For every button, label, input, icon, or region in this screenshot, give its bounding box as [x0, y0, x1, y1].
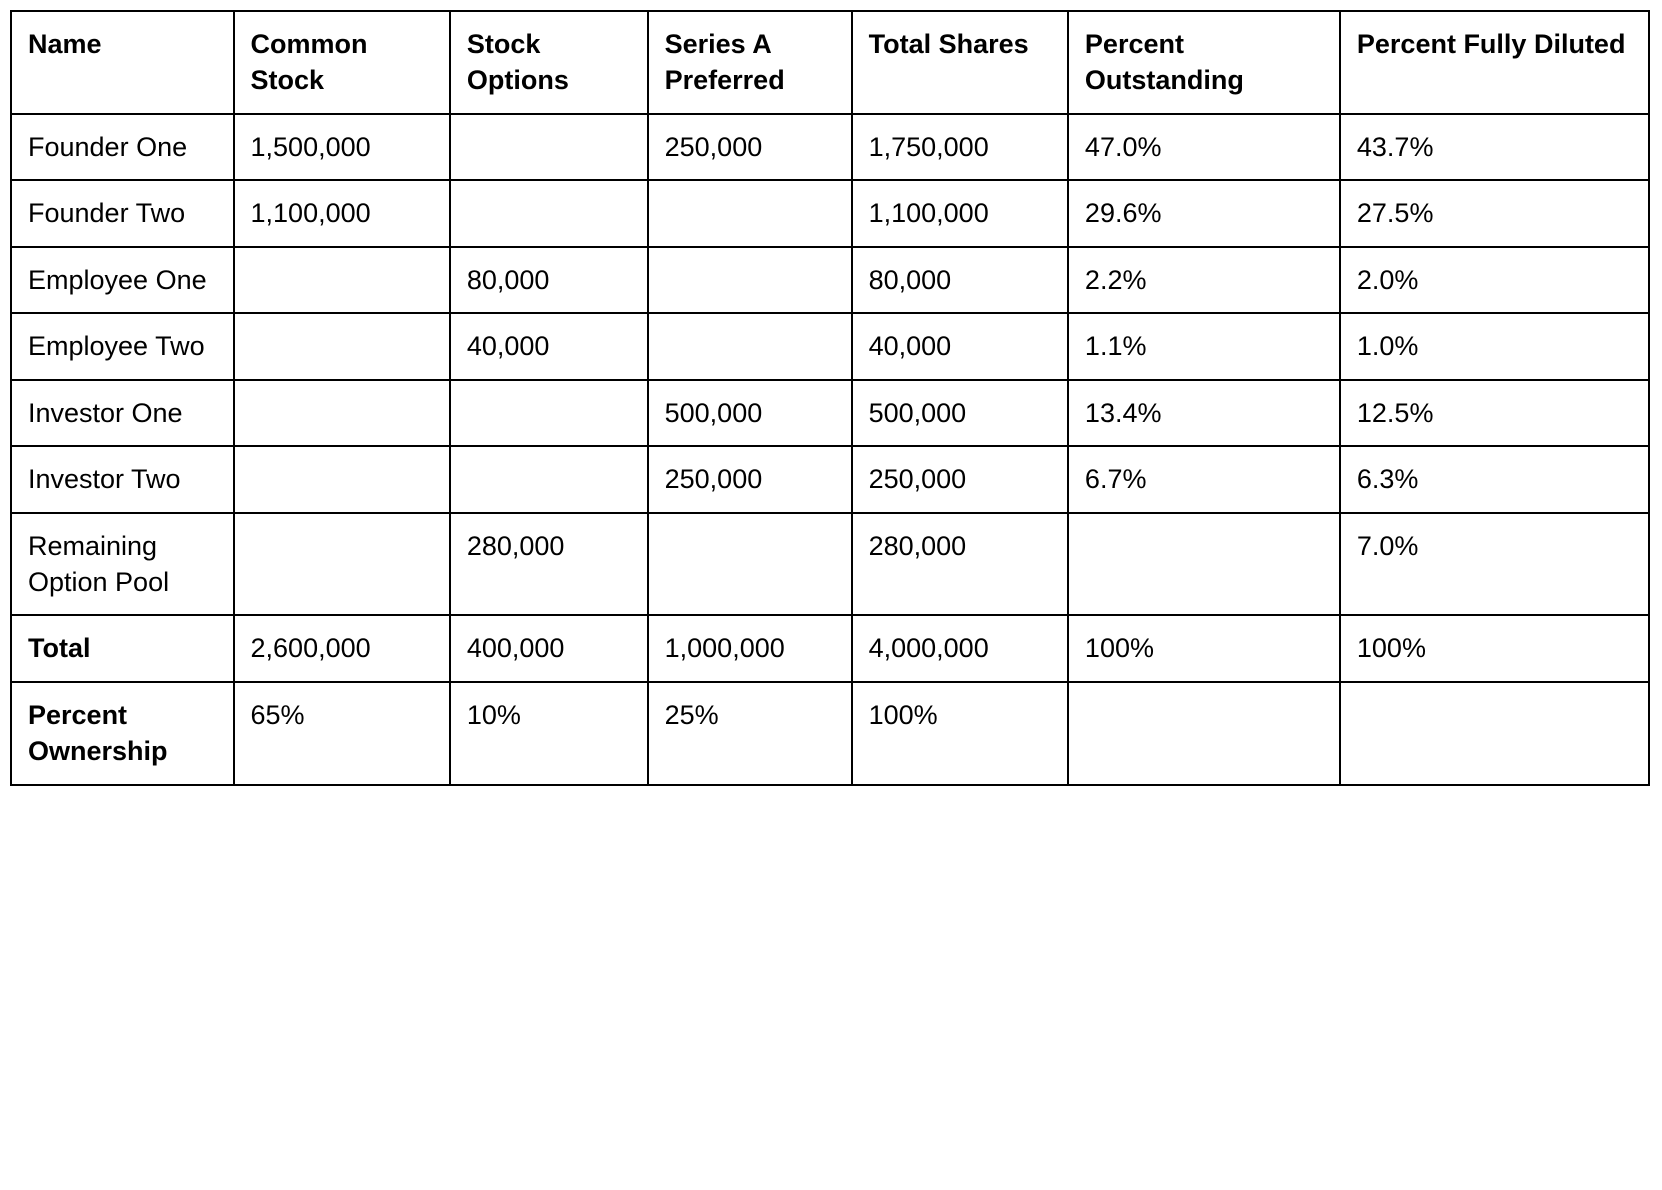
cell-options: 10% — [450, 682, 648, 785]
cell-pct-diluted: 2.0% — [1340, 247, 1649, 313]
cell-pct-diluted: 43.7% — [1340, 114, 1649, 180]
cell-name: Founder Two — [11, 180, 234, 246]
cell-seriesa: 250,000 — [648, 446, 852, 512]
table-row: Employee One80,00080,0002.2%2.0% — [11, 247, 1649, 313]
cell-common — [234, 380, 450, 446]
table-row: Total2,600,000400,0001,000,0004,000,0001… — [11, 615, 1649, 681]
cell-pct-diluted: 6.3% — [1340, 446, 1649, 512]
header-row: Name Common Stock Stock Options Series A… — [11, 11, 1649, 114]
cell-total: 100% — [852, 682, 1068, 785]
cell-total: 500,000 — [852, 380, 1068, 446]
table-row: Investor One500,000500,00013.4%12.5% — [11, 380, 1649, 446]
col-header-common: Common Stock — [234, 11, 450, 114]
table-body: Founder One1,500,000250,0001,750,00047.0… — [11, 114, 1649, 785]
col-header-name: Name — [11, 11, 234, 114]
cell-name: Founder One — [11, 114, 234, 180]
cell-seriesa — [648, 313, 852, 379]
cell-common — [234, 446, 450, 512]
cell-options — [450, 380, 648, 446]
table-row: Percent Ownership65%10%25%100% — [11, 682, 1649, 785]
col-header-total: Total Shares — [852, 11, 1068, 114]
table-row: Remaining Option Pool 280,000 280,000 7.0% — [11, 513, 1649, 616]
cell-pct-out — [1068, 513, 1340, 616]
cell-name: Investor Two — [11, 446, 234, 512]
table-row: Founder Two1,100,0001,100,00029.6%27.5% — [11, 180, 1649, 246]
cell-pct-out — [1068, 682, 1340, 785]
cell-name: Investor One — [11, 380, 234, 446]
cell-seriesa — [648, 513, 852, 616]
cell-pct-out: 13.4% — [1068, 380, 1340, 446]
cell-common — [234, 247, 450, 313]
cell-total: 40,000 — [852, 313, 1068, 379]
cell-common: 1,100,000 — [234, 180, 450, 246]
cell-pct-diluted: 1.0% — [1340, 313, 1649, 379]
cell-total: 1,750,000 — [852, 114, 1068, 180]
cap-table: Name Common Stock Stock Options Series A… — [10, 10, 1650, 786]
cell-seriesa: 250,000 — [648, 114, 852, 180]
cell-pct-diluted: 7.0% — [1340, 513, 1649, 616]
cell-seriesa — [648, 180, 852, 246]
cell-seriesa: 25% — [648, 682, 852, 785]
cell-options: 40,000 — [450, 313, 648, 379]
cell-options — [450, 114, 648, 180]
cell-pct-out: 2.2% — [1068, 247, 1340, 313]
table-row: Founder One1,500,000 250,0001,750,00047.0… — [11, 114, 1649, 180]
cell-pct-diluted: 100% — [1340, 615, 1649, 681]
col-header-options: Stock Options — [450, 11, 648, 114]
table-row: Employee Two40,00040,0001.1%1.0% — [11, 313, 1649, 379]
cell-common — [234, 513, 450, 616]
cell-name: Total — [11, 615, 234, 681]
col-header-pct-out: Percent Outstanding — [1068, 11, 1340, 114]
cell-pct-out: 1.1% — [1068, 313, 1340, 379]
cell-seriesa: 500,000 — [648, 380, 852, 446]
cell-options: 80,000 — [450, 247, 648, 313]
cell-pct-diluted: 27.5% — [1340, 180, 1649, 246]
cell-pct-out: 6.7% — [1068, 446, 1340, 512]
cell-pct-diluted: 12.5% — [1340, 380, 1649, 446]
col-header-pct-diluted: Percent Fully Diluted — [1340, 11, 1649, 114]
cell-seriesa: 1,000,000 — [648, 615, 852, 681]
cell-common: 1,500,000 — [234, 114, 450, 180]
cell-name: Employee Two — [11, 313, 234, 379]
cell-name: Employee One — [11, 247, 234, 313]
cell-total: 4,000,000 — [852, 615, 1068, 681]
cell-options: 400,000 — [450, 615, 648, 681]
cell-pct-out: 100% — [1068, 615, 1340, 681]
cell-total: 250,000 — [852, 446, 1068, 512]
cell-options: 280,000 — [450, 513, 648, 616]
cell-pct-diluted — [1340, 682, 1649, 785]
cell-pct-out: 29.6% — [1068, 180, 1340, 246]
cell-total: 1,100,000 — [852, 180, 1068, 246]
cell-pct-out: 47.0% — [1068, 114, 1340, 180]
cell-total: 280,000 — [852, 513, 1068, 616]
cell-common: 65% — [234, 682, 450, 785]
col-header-seriesa: Series A Preferred — [648, 11, 852, 114]
cell-name: Percent Ownership — [11, 682, 234, 785]
cell-seriesa — [648, 247, 852, 313]
table-row: Investor Two250,000250,0006.7%6.3% — [11, 446, 1649, 512]
cell-common: 2,600,000 — [234, 615, 450, 681]
cell-common — [234, 313, 450, 379]
cell-options — [450, 446, 648, 512]
cell-options — [450, 180, 648, 246]
cell-name: Remaining Option Pool — [11, 513, 234, 616]
cell-total: 80,000 — [852, 247, 1068, 313]
